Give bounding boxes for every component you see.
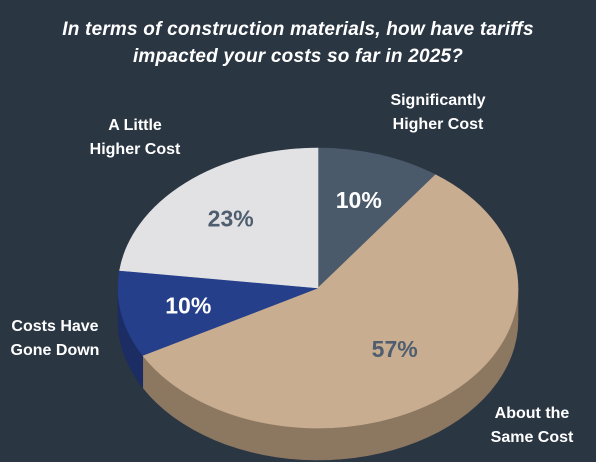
label-significantly-higher-cost: Significantly Higher Cost <box>390 92 486 133</box>
chart-title-line-2: impacted your costs so far in 2025? <box>132 46 464 67</box>
value-label-about-the-same-cost: 57% <box>372 336 418 362</box>
pie-value-labels: 10% 57% 10% 23% <box>165 187 417 362</box>
label-a-little-higher-cost: A Little Higher Cost <box>89 117 181 158</box>
pie-slice-about-the-same-cost <box>142 174 519 429</box>
chart-title: In terms of construction materials, how … <box>0 16 596 70</box>
label-about-the-same-cost: About the Same Cost <box>490 405 574 446</box>
pie-slice-a-little-higher-cost <box>119 147 319 289</box>
value-label-significantly-higher-cost: 10% <box>336 187 382 213</box>
pie-slice-costs-have-gone-down <box>117 270 319 356</box>
pie-slice-significantly-higher-cost <box>317 147 437 289</box>
value-label-costs-have-gone-down: 10% <box>165 292 211 318</box>
chart-title-line-1: In terms of construction materials, how … <box>62 19 534 40</box>
pie-slices <box>117 147 519 429</box>
label-costs-have-gone-down: Costs Have Gone Down <box>10 318 100 359</box>
value-label-a-little-higher-cost: 23% <box>208 206 254 232</box>
